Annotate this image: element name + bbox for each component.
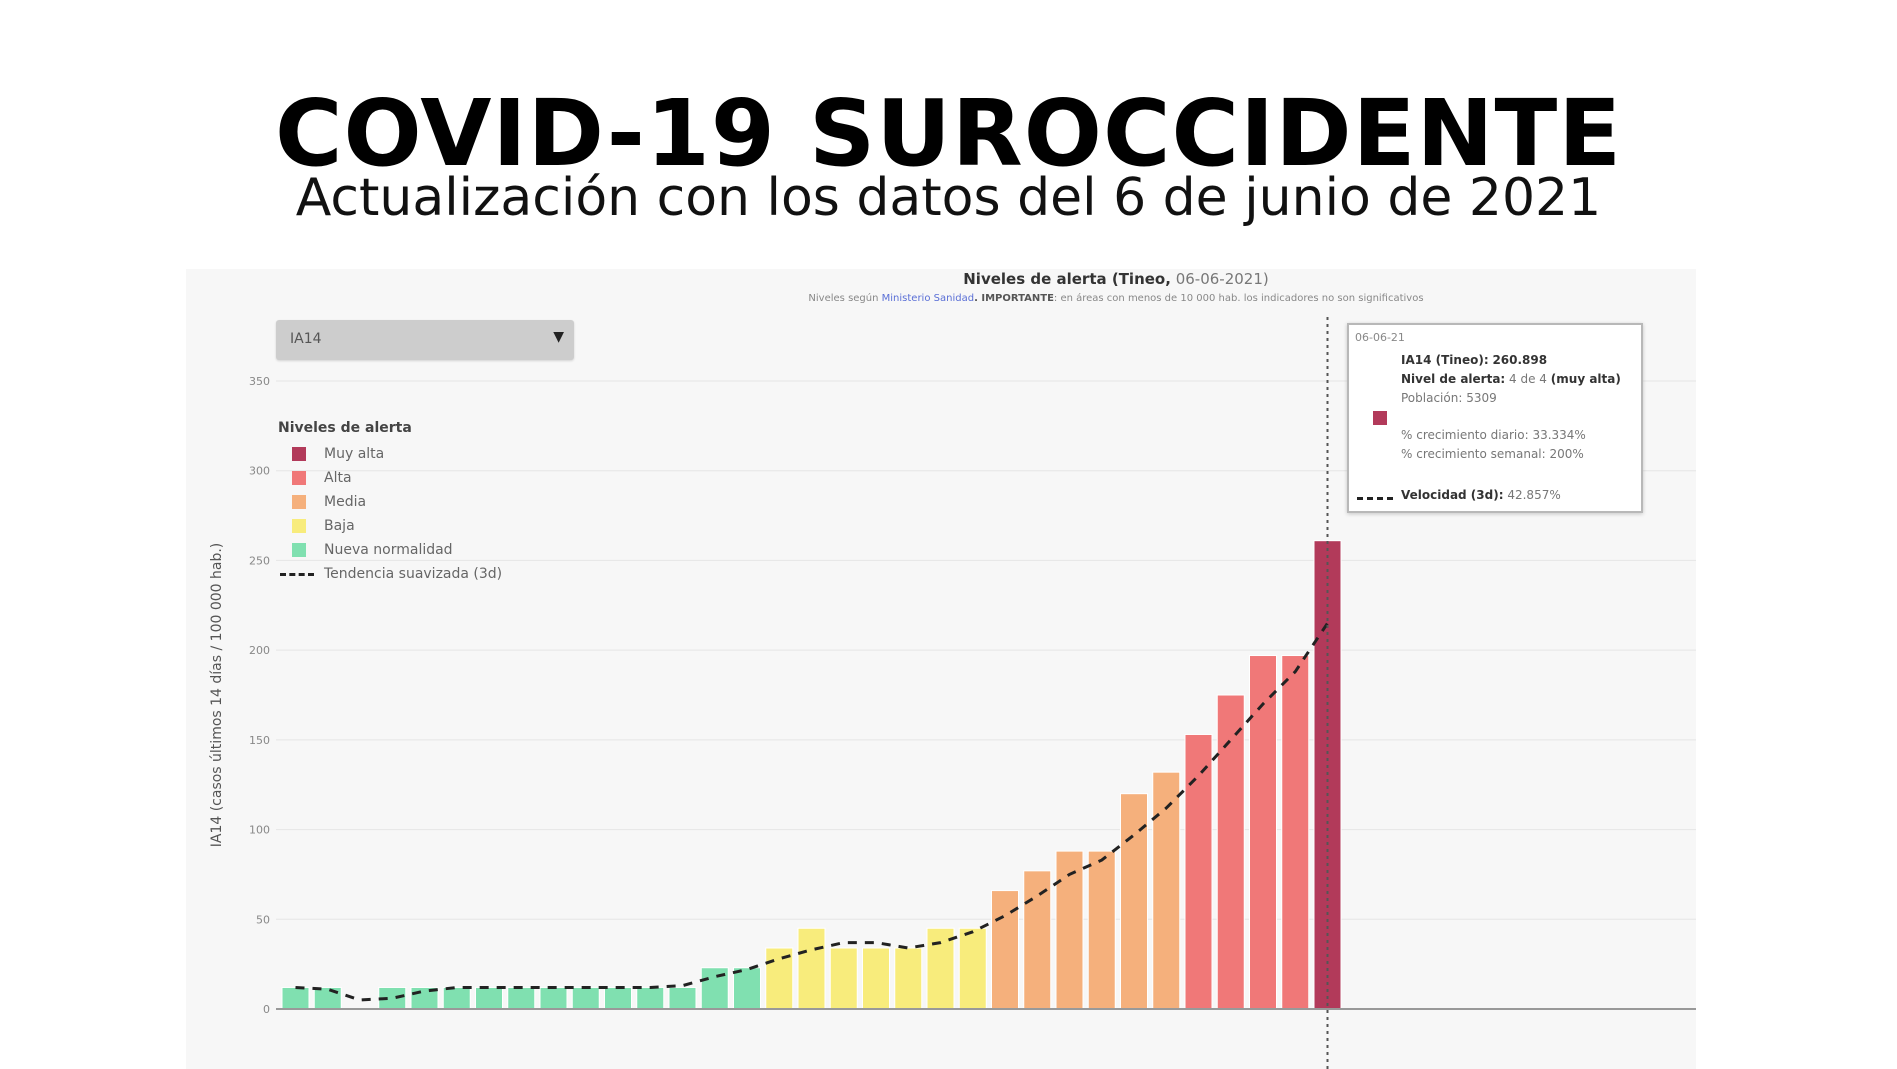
chart-note-link[interactable]: Ministerio Sanidad <box>882 293 974 304</box>
tooltip-daily-growth: % crecimiento diario: 33.334% <box>1401 428 1586 442</box>
tooltip-weekly-growth: % crecimiento semanal: 200% <box>1401 447 1584 461</box>
bar-nn[interactable] <box>539 986 568 1010</box>
bar-media[interactable] <box>1055 850 1084 1010</box>
bar-nn[interactable] <box>281 986 310 1010</box>
bar-media[interactable] <box>1087 850 1116 1010</box>
chart-bars <box>281 540 1342 1010</box>
chart-title-date: 06-06-2021) <box>1171 270 1269 288</box>
legend-item-muy-alta[interactable]: Muy alta <box>278 442 502 466</box>
bar-nn[interactable] <box>442 986 471 1010</box>
legend-swatch-nueva-normalidad <box>292 543 306 557</box>
tooltip-date: 06-06-21 <box>1355 331 1405 344</box>
legend-label-muy-alta: Muy alta <box>324 446 385 462</box>
legend-swatch-baja <box>292 519 306 533</box>
page-subtitle: Actualización con los datos del 6 de jun… <box>295 168 1602 228</box>
bar-alta[interactable] <box>1281 655 1310 1010</box>
y-tick-label: 100 <box>249 824 270 837</box>
bar-baja[interactable] <box>862 947 890 1010</box>
bar-nn[interactable] <box>636 986 665 1010</box>
y-tick-label: 300 <box>249 465 270 478</box>
bar-nn[interactable] <box>507 986 536 1010</box>
legend-label-media: Media <box>324 494 367 510</box>
y-tick-label: 250 <box>249 554 270 567</box>
legend-label-baja: Baja <box>324 518 355 534</box>
legend-swatch-muy-alta <box>292 447 306 461</box>
tooltip-level-swatch <box>1373 411 1387 425</box>
bar-alta[interactable] <box>1216 694 1245 1010</box>
tooltip-velocity: Velocidad (3d): 42.857% <box>1401 488 1561 502</box>
tooltip-ia14-label: IA14 (Tineo): <box>1401 353 1489 367</box>
bar-media[interactable] <box>1120 793 1148 1010</box>
tooltip-level-value: 4 de 4 <box>1509 372 1547 386</box>
bar-nn[interactable] <box>313 986 342 1010</box>
bar-nn[interactable] <box>733 967 761 1010</box>
legend-label-nueva-normalidad: Nueva normalidad <box>324 542 453 558</box>
trend-line-group <box>295 622 1329 1002</box>
tooltip-ia14: IA14 (Tineo): 260.898 <box>1401 353 1547 367</box>
bar-baja[interactable] <box>797 927 826 1010</box>
metric-dropdown[interactable]: IA14 ▼ <box>276 320 574 360</box>
bar-alta[interactable] <box>1249 655 1277 1010</box>
bar-baja[interactable] <box>958 927 987 1010</box>
tooltip-velocity-value: 42.857% <box>1507 488 1561 502</box>
chart-title-bold: Niveles de alerta (Tineo, <box>963 270 1171 288</box>
legend-swatch-media <box>292 495 306 509</box>
legend-item-media[interactable]: Media <box>278 490 502 514</box>
bar-media[interactable] <box>1023 870 1052 1010</box>
bar-baja[interactable] <box>829 947 858 1010</box>
legend-item-baja[interactable]: Baja <box>278 514 502 538</box>
tooltip-level-name: (muy alta) <box>1550 372 1621 386</box>
bar-alta[interactable] <box>1184 733 1213 1010</box>
y-tick-label: 200 <box>249 644 270 657</box>
legend-swatch-alta <box>292 471 306 485</box>
bar-nn[interactable] <box>604 986 632 1010</box>
bar-baja[interactable] <box>765 947 794 1010</box>
tooltip-ia14-value: 260.898 <box>1492 353 1548 367</box>
tooltip-level-label: Nivel de alerta: <box>1401 372 1506 386</box>
chart-title: Niveles de alerta (Tineo, 06-06-2021) <box>963 270 1268 288</box>
chart-note-prefix: Niveles según <box>808 292 881 304</box>
legend-dash-trend <box>280 572 314 576</box>
tooltip-level: Nivel de alerta: 4 de 4 (muy alta) <box>1401 372 1621 386</box>
bar-nn[interactable] <box>668 986 697 1010</box>
legend-item-trend[interactable]: Tendencia suavizada (3d) <box>278 562 502 586</box>
y-tick-label: 350 <box>249 375 270 388</box>
bar-nn[interactable] <box>700 967 729 1010</box>
page-headline: COVID-19 SUROCCIDENTE <box>274 80 1623 187</box>
legend-title: Niveles de alerta <box>278 420 412 436</box>
legend-label-trend: Tendencia suavizada (3d) <box>324 566 503 582</box>
alert-level-chart: Niveles de alerta (Tineo, 06-06-2021) Ni… <box>209 270 1696 1069</box>
bar-media[interactable] <box>1152 771 1181 1010</box>
chart-note-rest: : en áreas con menos de 10 000 hab. los … <box>1054 292 1424 304</box>
chart-legend: Niveles de alerta Muy alta Alta Media Ba… <box>278 420 502 586</box>
hover-tooltip: 06-06-21 IA14 (Tineo): 260.898 Nivel de … <box>1347 323 1643 513</box>
legend-label-alta: Alta <box>324 470 352 486</box>
chevron-down-icon: ▼ <box>553 329 564 345</box>
y-tick-label: 0 <box>263 1003 270 1016</box>
chart-note-bold: . IMPORTANTE <box>974 293 1054 304</box>
tooltip-trend-dash <box>1357 497 1393 500</box>
y-axis-label: IA14 (casos últimos 14 días / 100 000 ha… <box>209 543 225 848</box>
trend-line <box>295 622 1329 1002</box>
tooltip-velocity-label: Velocidad (3d): <box>1401 488 1504 502</box>
legend-item-nueva-normalidad[interactable]: Nueva normalidad <box>278 538 502 562</box>
metric-dropdown-value: IA14 <box>290 331 322 347</box>
y-tick-label: 50 <box>256 913 270 926</box>
y-tick-label: 150 <box>249 734 270 747</box>
tooltip-population: Población: 5309 <box>1401 391 1497 405</box>
bar-baja[interactable] <box>894 947 923 1010</box>
legend-item-alta[interactable]: Alta <box>278 466 502 490</box>
bar-nn[interactable] <box>571 986 600 1010</box>
chart-note: Niveles según Ministerio Sanidad. IMPORT… <box>808 292 1423 304</box>
bar-nn[interactable] <box>475 986 503 1010</box>
y-axis-ticks: 0 50 100 150 200 250 300 350 <box>249 375 270 1016</box>
